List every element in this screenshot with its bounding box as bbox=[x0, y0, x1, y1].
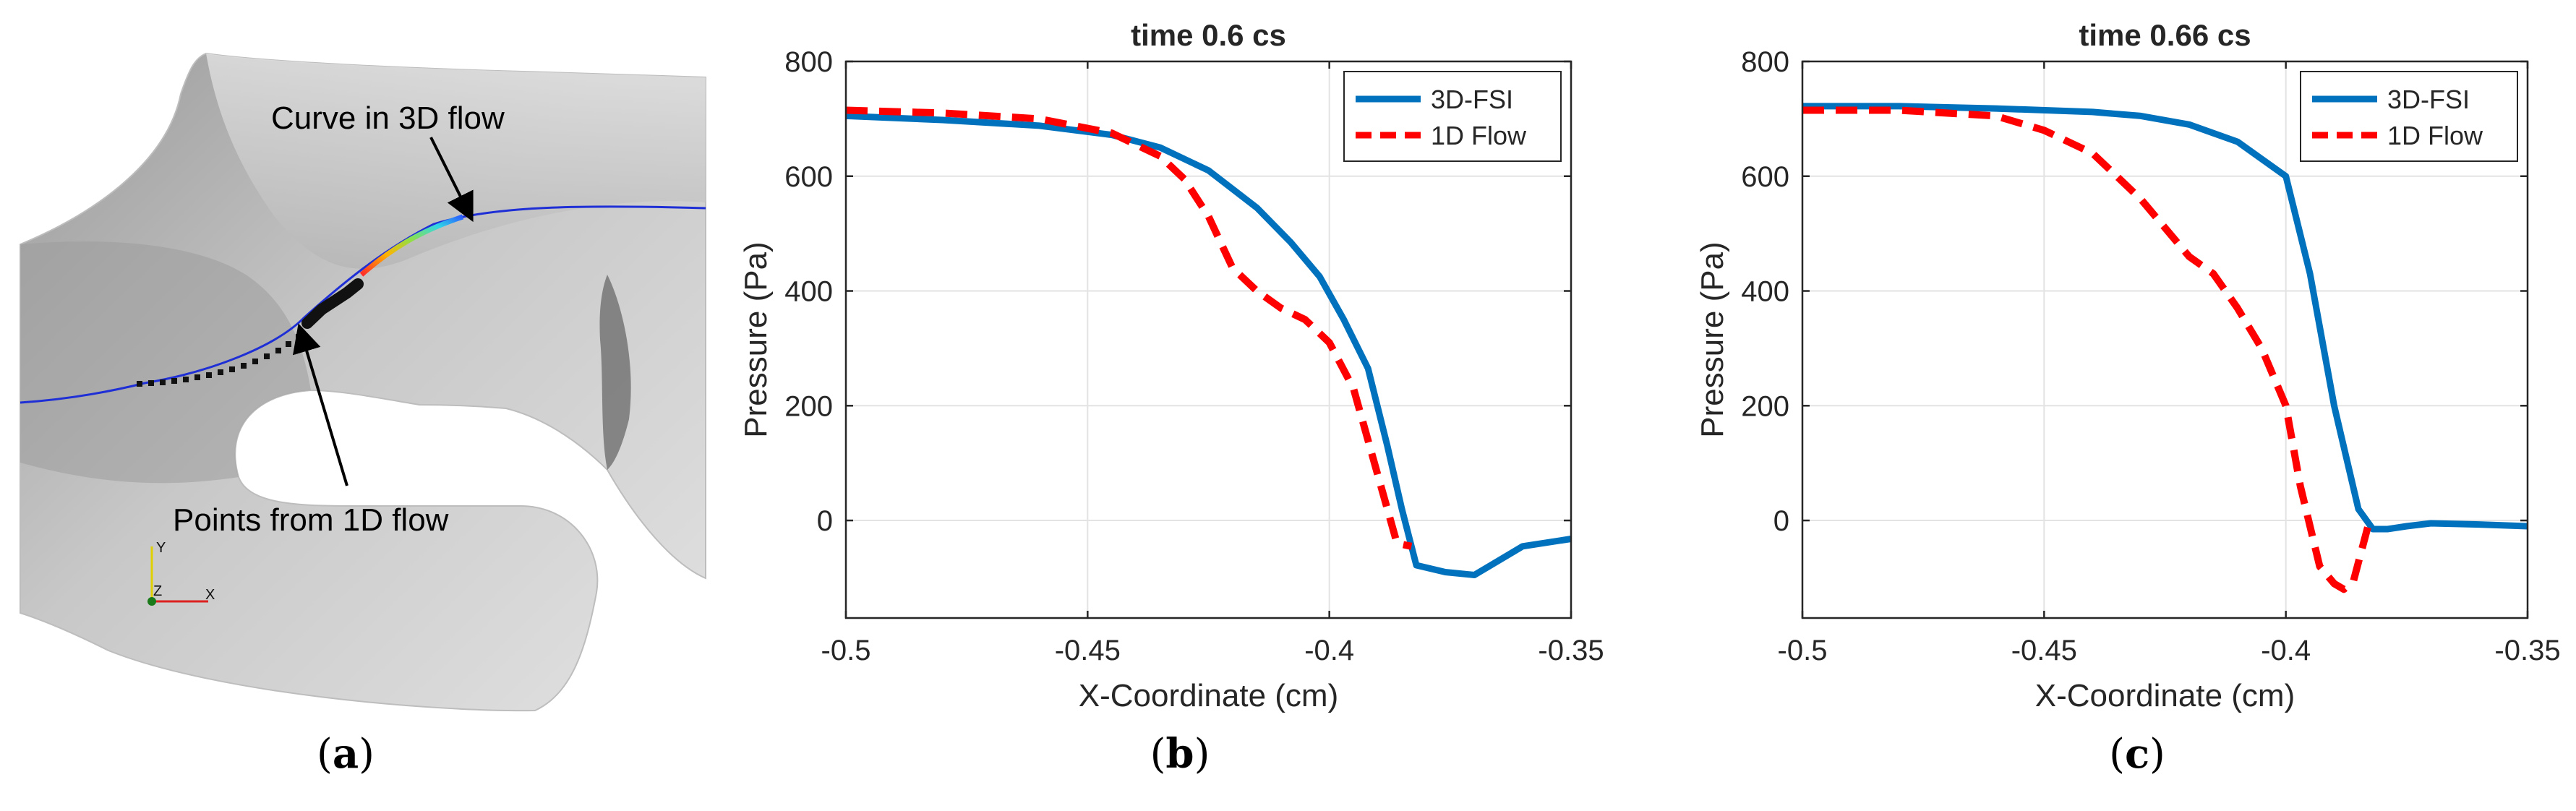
x-tick-label: -0.4 bbox=[2261, 635, 2311, 666]
y-axis-label: Pressure (Pa) bbox=[1695, 241, 1730, 437]
axes-box bbox=[844, 60, 1572, 619]
points-label: Points from 1D flow bbox=[173, 502, 449, 538]
series-line-flow1d bbox=[1802, 106, 2372, 593]
triad-z-label: Z bbox=[153, 583, 162, 599]
series-line-fsi bbox=[845, 112, 1572, 578]
vessel-shadow bbox=[20, 241, 311, 484]
x-tick-label: -0.35 bbox=[2494, 635, 2560, 666]
caption-a: (a) bbox=[316, 730, 375, 778]
x-tick-label: -0.5 bbox=[821, 635, 871, 666]
legend-label-fsi: 3D-FSI bbox=[1431, 85, 1513, 114]
triad-x-label: X bbox=[205, 587, 215, 603]
caption-c: (c) bbox=[2109, 730, 2165, 778]
y-axis-label: Pressure (Pa) bbox=[738, 241, 774, 437]
y-tick-label: 0 bbox=[817, 505, 833, 537]
panel-a-3d-render: Curve in 3D flow Points from 1D flow Y Z… bbox=[20, 52, 706, 712]
legend-label-flow1d: 1D Flow bbox=[2387, 121, 2483, 150]
y-tick-label: 0 bbox=[1773, 505, 1789, 537]
caption-b: (b) bbox=[1150, 730, 1210, 778]
points-from-1d bbox=[137, 334, 301, 387]
y-tick-label: 600 bbox=[1741, 161, 1789, 193]
axes-box bbox=[1801, 60, 2529, 619]
vessel-fold bbox=[599, 275, 631, 470]
series-line-fsi bbox=[1802, 103, 2528, 533]
x-tick-label: -0.45 bbox=[2011, 635, 2077, 666]
vessel-mesh-body bbox=[20, 52, 706, 712]
y-tick-label: 800 bbox=[1741, 46, 1789, 78]
x-tick-label: -0.4 bbox=[1304, 635, 1354, 666]
points-annotation-arrow bbox=[293, 323, 348, 486]
x-tick-label: -0.35 bbox=[1538, 635, 1604, 666]
legend: 3D-FSI 1D Flow bbox=[2300, 71, 2518, 162]
y-tick-label: 400 bbox=[1741, 276, 1789, 308]
x-tick-label: -0.5 bbox=[1778, 635, 1828, 666]
x-axis-label: X-Coordinate (cm) bbox=[2035, 678, 2295, 713]
y-tick-label: 800 bbox=[784, 46, 833, 78]
series-line-flow1d bbox=[845, 106, 1413, 550]
chart-title: time 0.66 cs bbox=[2079, 18, 2251, 52]
curve-annotation-arrow bbox=[429, 137, 474, 223]
legend-box bbox=[2300, 71, 2518, 162]
vessel-highlight bbox=[206, 53, 706, 269]
y-tick-label: 200 bbox=[784, 390, 833, 422]
chart-title: time 0.6 cs bbox=[1131, 18, 1286, 52]
curve-label: Curve in 3D flow bbox=[271, 100, 505, 136]
y-tick-label: 200 bbox=[1741, 390, 1789, 422]
triad-y-label: Y bbox=[156, 540, 166, 556]
legend-label-fsi: 3D-FSI bbox=[2387, 85, 2470, 114]
legend-box bbox=[1343, 71, 1562, 162]
chart-b: -0.5 -0.45 -0.4 -0.35 0 200 400 600 800 time 0.6 … bbox=[738, 18, 1604, 713]
chart-c: -0.5 -0.45 -0.4 -0.35 0 200 400 600 800 time 0.66… bbox=[1695, 18, 2561, 713]
x-axis-label: X-Coordinate (cm) bbox=[1079, 678, 1338, 713]
orientation-triad: Y Z X bbox=[147, 540, 215, 606]
legend: 3D-FSI 1D Flow bbox=[1343, 71, 1562, 162]
y-tick-label: 600 bbox=[784, 161, 833, 193]
y-tick-label: 400 bbox=[784, 276, 833, 308]
x-tick-label: -0.45 bbox=[1055, 635, 1121, 666]
legend-label-flow1d: 1D Flow bbox=[1431, 121, 1527, 150]
points-thick-segment bbox=[301, 278, 364, 329]
